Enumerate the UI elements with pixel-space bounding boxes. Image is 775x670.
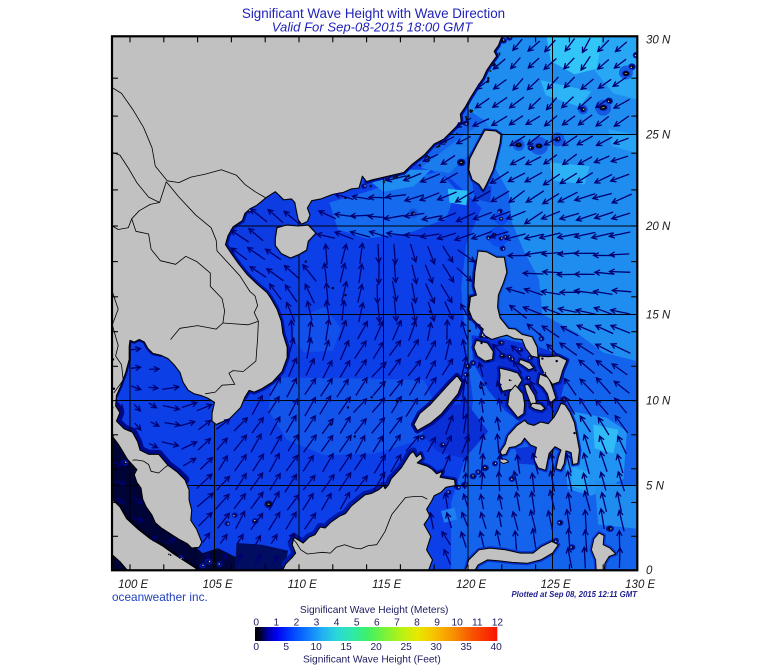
svg-text:15: 15 [341, 642, 353, 653]
svg-text:Significant Wave Height with W: Significant Wave Height with Wave Direct… [242, 6, 505, 21]
svg-text:110 E: 110 E [288, 579, 318, 591]
svg-text:115 E: 115 E [372, 579, 402, 591]
svg-text:25 N: 25 N [645, 130, 671, 142]
svg-text:Significant Wave Height (Meter: Significant Wave Height (Meters) [300, 605, 449, 616]
svg-text:20 N: 20 N [645, 221, 671, 233]
svg-text:4: 4 [334, 617, 340, 628]
svg-text:10 N: 10 N [646, 396, 671, 408]
svg-text:Significant Wave Height (Feet): Significant Wave Height (Feet) [303, 655, 441, 665]
svg-text:30 N: 30 N [646, 35, 671, 47]
svg-text:6: 6 [374, 617, 380, 628]
svg-text:Valid For Sep-08-2015 18:00 GM: Valid For Sep-08-2015 18:00 GMT [272, 19, 473, 34]
svg-text:125 E: 125 E [541, 579, 571, 591]
svg-text:8: 8 [414, 617, 420, 628]
svg-text:12: 12 [492, 617, 504, 628]
svg-text:5 N: 5 N [646, 481, 665, 493]
svg-text:0: 0 [253, 642, 259, 653]
svg-text:20: 20 [371, 642, 383, 653]
svg-text:10: 10 [311, 642, 323, 653]
svg-text:25: 25 [401, 642, 413, 653]
svg-text:5: 5 [354, 617, 360, 628]
svg-text:100 E: 100 E [118, 579, 148, 591]
svg-text:120 E: 120 E [456, 579, 486, 591]
svg-text:15 N: 15 N [646, 309, 671, 321]
svg-text:40: 40 [491, 642, 503, 653]
svg-text:35: 35 [461, 642, 473, 653]
svg-text:0: 0 [253, 617, 259, 628]
svg-text:1: 1 [273, 617, 279, 628]
svg-text:2: 2 [294, 617, 300, 628]
svg-text:9: 9 [434, 617, 440, 628]
svg-text:5: 5 [283, 642, 289, 653]
svg-text:3: 3 [314, 617, 320, 628]
svg-text:7: 7 [394, 617, 400, 628]
svg-text:11: 11 [472, 617, 483, 628]
svg-text:0: 0 [646, 565, 653, 577]
svg-text:130 E: 130 E [625, 579, 655, 591]
svg-text:Plotted at Sep 08, 2015 12:11: Plotted at Sep 08, 2015 12:11 GMT [511, 590, 638, 599]
svg-text:10: 10 [452, 617, 464, 628]
svg-text:30: 30 [431, 642, 443, 653]
svg-text:oceanweather inc.: oceanweather inc. [112, 590, 208, 604]
svg-text:105 E: 105 E [203, 579, 233, 591]
